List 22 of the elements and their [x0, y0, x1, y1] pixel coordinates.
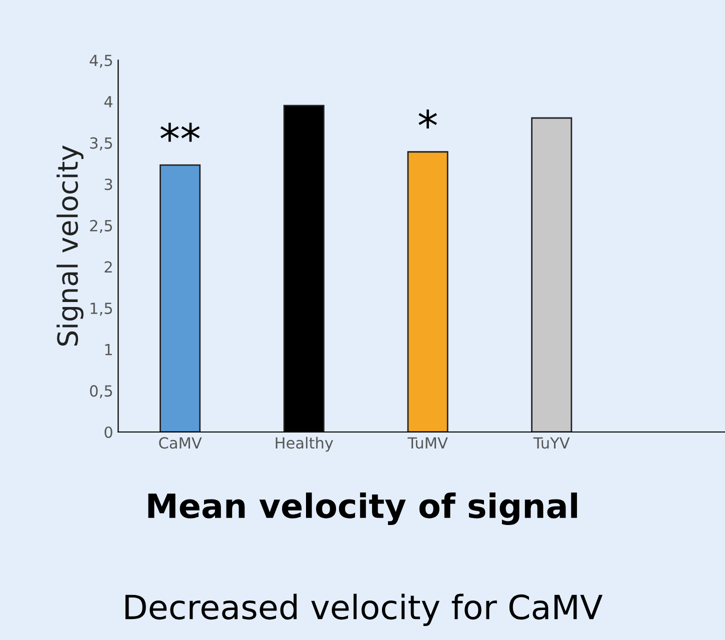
text: Decreased velocity for CaMV — [125, 594, 603, 626]
x-tick-label: CaMV — [159, 437, 202, 449]
x-tick-label: Healthy — [276, 436, 334, 452]
annotation: ** — [160, 122, 200, 142]
y-tick-label: 4 — [104, 96, 112, 108]
text: Mean velocity of signal — [148, 492, 577, 526]
y-tick-label: 2,5 — [90, 220, 112, 234]
bar — [160, 164, 201, 432]
annotation: * — [418, 110, 437, 129]
bar — [531, 117, 572, 432]
y-tick-label: 3 — [104, 178, 112, 190]
x-tick-label: TuMV — [408, 437, 448, 449]
y-tick-label: 0 — [104, 426, 112, 438]
y-tick-label: 1 — [105, 344, 112, 356]
y-tick-label: 3,5 — [90, 137, 112, 150]
y-tick-label: 0,5 — [90, 385, 112, 398]
y-tick-label: 2 — [104, 261, 112, 273]
y-axis-title: Signal velocity — [56, 146, 84, 346]
y-tick-label: 1,5 — [90, 302, 112, 316]
y-tick-label: 4,5 — [90, 54, 112, 68]
x-tick-label: TuYV — [533, 437, 570, 449]
bar — [407, 151, 448, 432]
